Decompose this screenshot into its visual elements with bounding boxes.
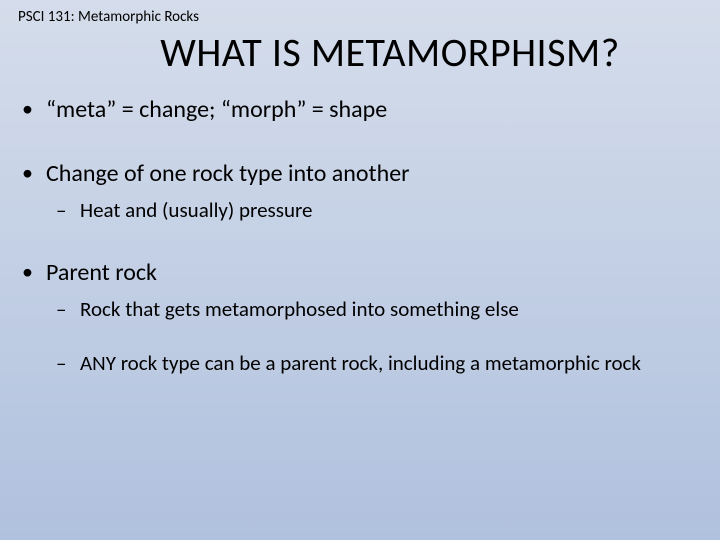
bullet-text: Change of one rock type into another	[46, 159, 410, 188]
bullet-list: “meta” = change; “morph” = shape Change …	[18, 95, 702, 377]
sub-bullet-item: Heat and (usually) pressure	[80, 197, 702, 224]
sub-bullet-text: Rock that gets metamorphosed into someth…	[80, 296, 519, 322]
slide-title: WHAT IS METAMORPHISM?	[78, 28, 702, 77]
sub-bullet-text: Heat and (usually) pressure	[80, 197, 313, 223]
bullet-item: Change of one rock type into another Hea…	[46, 159, 702, 224]
sub-bullet-text: ANY rock type can be a parent rock, incl…	[80, 350, 641, 376]
sub-bullet-item: Rock that gets metamorphosed into someth…	[80, 296, 702, 323]
bullet-item: Parent rock Rock that gets metamorphosed…	[46, 258, 702, 377]
sub-bullet-list: Heat and (usually) pressure	[46, 197, 702, 224]
bullet-text: Parent rock	[46, 258, 157, 287]
bullet-item: “meta” = change; “morph” = shape	[46, 95, 702, 125]
sub-bullet-list: Rock that gets metamorphosed into someth…	[46, 296, 702, 377]
course-header: PSCI 131: Metamorphic Rocks	[18, 8, 702, 26]
sub-bullet-item: ANY rock type can be a parent rock, incl…	[80, 350, 702, 377]
bullet-text: “meta” = change; “morph” = shape	[46, 95, 387, 124]
slide: PSCI 131: Metamorphic Rocks WHAT IS META…	[0, 0, 720, 540]
